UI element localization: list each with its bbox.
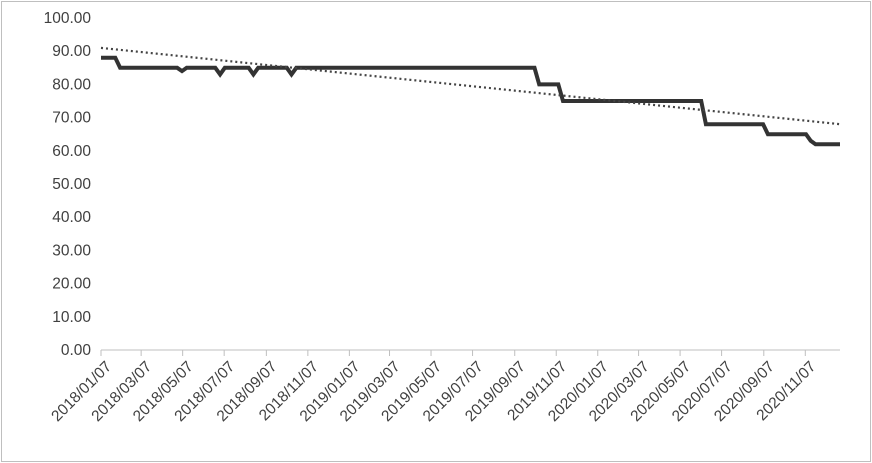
trendline-series [100,46,841,126]
y-tick-label: 100.00 [44,10,92,27]
y-tick-label: 90.00 [52,43,91,60]
y-tick-label: 30.00 [52,242,91,259]
y-tick-label: 20.00 [52,276,91,293]
data-series-line [101,55,840,147]
y-tick-label: 40.00 [52,209,91,226]
x-axis-ticks [100,350,806,356]
x-axis-tick-labels: 2018/01/072018/03/072018/05/072018/07/07… [48,358,819,425]
y-tick-label: 80.00 [52,76,91,93]
y-tick-label: 10.00 [52,309,91,326]
y-tick-label: 50.00 [52,176,91,193]
y-tick-label: 60.00 [52,143,91,160]
y-tick-label: 0.00 [61,342,92,359]
series-layer [100,46,841,147]
y-axis-tick-labels: 0.00 10.00 20.00 30.00 40.00 50.00 60.00 70.00 8… [44,10,92,359]
y-tick-label: 70.00 [52,110,91,127]
